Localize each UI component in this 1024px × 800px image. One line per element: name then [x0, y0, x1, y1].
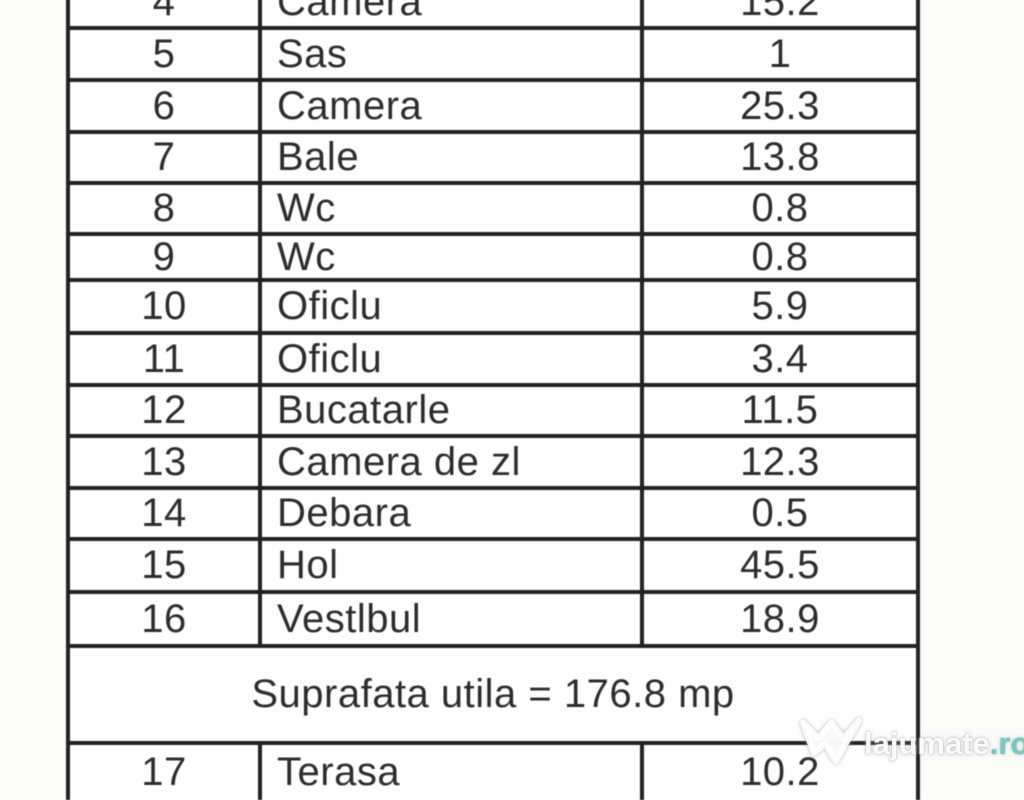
- table-row: 10 Oficlu 5.9: [70, 282, 916, 335]
- table-row: 8 Wc 0.8: [70, 185, 916, 236]
- room-area: 0.5: [751, 491, 809, 535]
- table-row: 16 Vestlbul 18.9: [70, 594, 916, 648]
- room-area: 12.3: [740, 439, 820, 484]
- table-row: 11 Oficlu 3.4: [70, 335, 916, 387]
- room-number: 6: [70, 82, 262, 130]
- watermark-tld: .ro: [989, 725, 1024, 761]
- watermark: lajumate.ro: [800, 712, 1024, 768]
- table-row: 17 Terasa 10.2: [70, 745, 916, 800]
- room-number: 14: [70, 490, 262, 537]
- room-area: 5.9: [751, 284, 809, 328]
- room-name: Camera: [262, 82, 644, 130]
- room-number: 5: [70, 30, 262, 78]
- room-area: 1: [768, 31, 792, 76]
- room-area: 13.8: [740, 135, 820, 179]
- watermark-brand: lajumate: [864, 725, 990, 761]
- table-row: 5 Sas 1: [70, 30, 916, 82]
- table-row: 9 Wc 0.8: [70, 234, 916, 282]
- room-area: 18.9: [740, 596, 820, 641]
- table-row: 4 Camera 15.2: [70, 0, 916, 30]
- room-area-table: 4 Camera 15.2 5 Sas 1 6 Camera 25.3 7 Ba…: [66, 0, 920, 800]
- room-name: Camera de zl: [262, 438, 644, 486]
- room-name: Debara: [262, 490, 644, 537]
- room-number: 11: [70, 335, 262, 383]
- table-row: 15 Hol 45.5: [70, 541, 916, 594]
- room-number: 12: [70, 387, 262, 434]
- room-number: 17: [70, 745, 262, 800]
- room-name: Bale: [262, 134, 644, 181]
- table-row: 13 Camera de zl 12.3: [70, 438, 916, 490]
- room-number: 15: [70, 541, 262, 590]
- lajumate-logo-icon: [800, 717, 862, 765]
- room-number: 9: [70, 235, 262, 279]
- room-name: Hol: [262, 541, 644, 590]
- total-area-row: Suprafata utila = 176.8 mp: [70, 648, 916, 745]
- table-row: 14 Debara 0.5: [70, 490, 916, 541]
- room-name: Bucatarle: [262, 387, 644, 434]
- room-number: 7: [70, 134, 262, 181]
- room-number: 8: [70, 185, 262, 232]
- scanned-table: 4 Camera 15.2 5 Sas 1 6 Camera 25.3 7 Ba…: [66, 0, 920, 800]
- watermark-text: lajumate.ro: [864, 722, 1024, 759]
- room-name: Oficlu: [262, 335, 644, 383]
- room-area: 0.8: [751, 234, 809, 279]
- room-area: 45.5: [740, 543, 820, 587]
- room-area: 11.5: [741, 388, 819, 432]
- room-area: 25.3: [740, 83, 820, 128]
- room-number: 13: [70, 438, 262, 486]
- room-name: Sas: [262, 30, 644, 78]
- room-name: Terasa: [262, 745, 644, 800]
- room-number: 16: [70, 594, 262, 644]
- room-area: 3.4: [751, 336, 809, 381]
- total-area-text: Suprafata utila = 176.8 mp: [251, 672, 735, 716]
- table-row: 7 Bale 13.8: [70, 134, 916, 185]
- room-name: Camera: [262, 0, 644, 26]
- table-row: 6 Camera 25.3: [70, 82, 916, 134]
- table-row: 12 Bucatarle 11.5: [70, 387, 916, 438]
- room-name: Vestlbul: [262, 594, 644, 644]
- room-area: 0.8: [751, 186, 809, 230]
- room-name: Oficlu: [262, 282, 644, 331]
- room-name: Wc: [262, 185, 644, 232]
- room-number: 4: [70, 0, 262, 26]
- room-number: 10: [70, 282, 262, 331]
- room-name: Wc: [262, 235, 644, 279]
- room-area: 15.2: [740, 0, 820, 24]
